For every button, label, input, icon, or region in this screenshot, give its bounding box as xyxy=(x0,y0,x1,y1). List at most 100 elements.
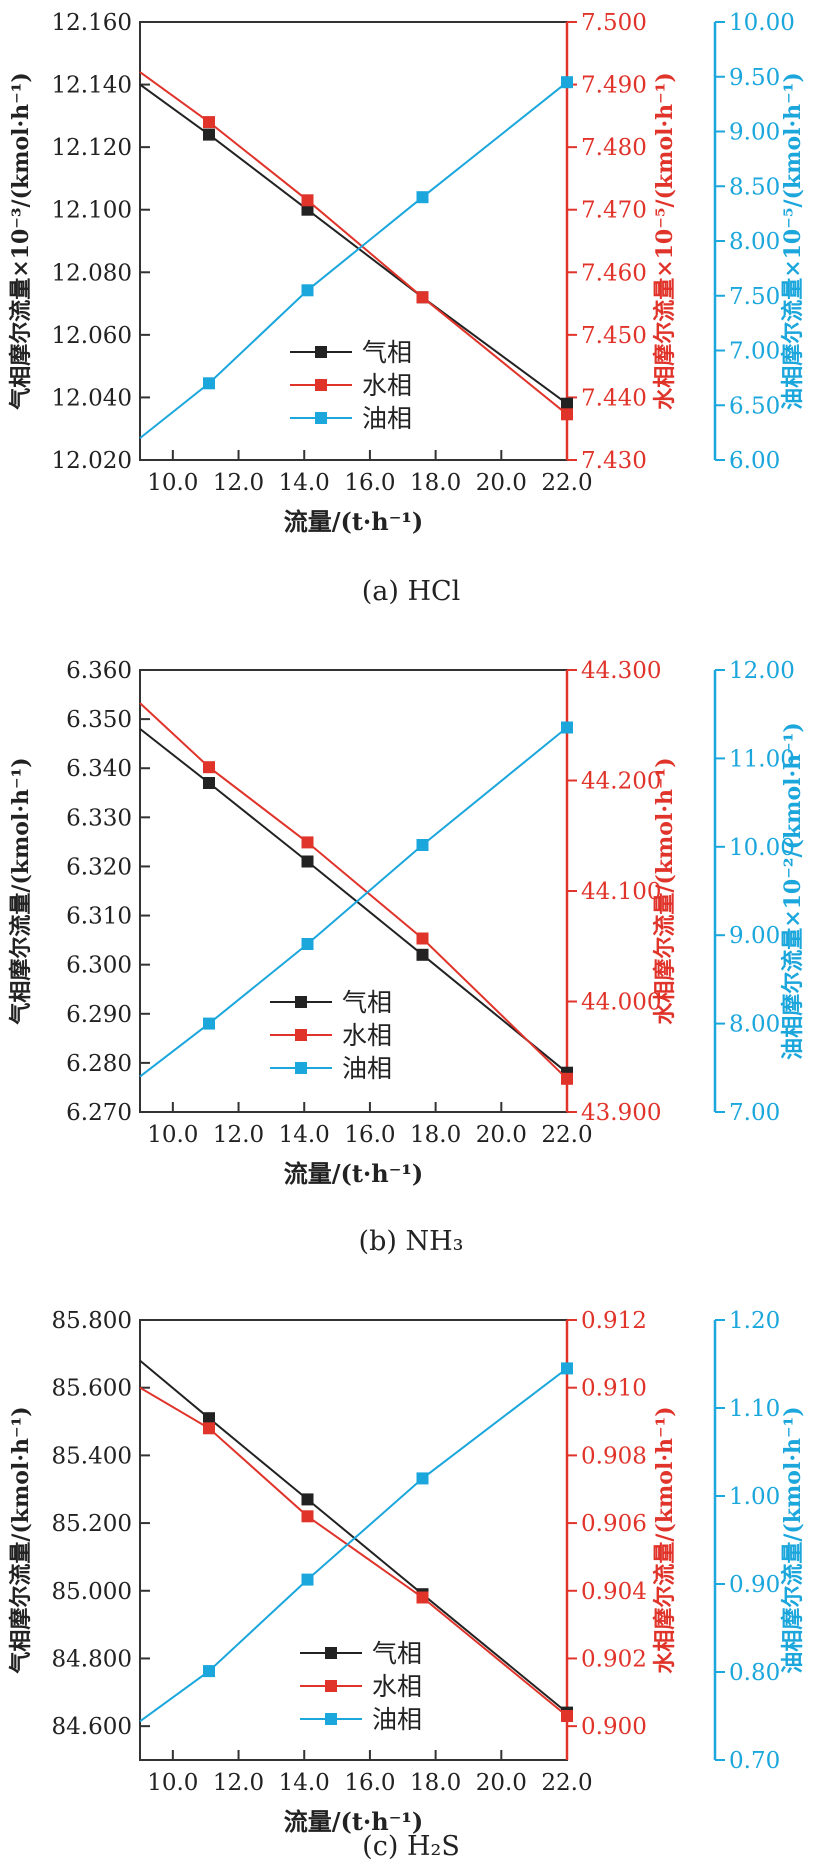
series-3-point xyxy=(301,284,314,297)
legend-marker-3 xyxy=(315,412,327,424)
left-tick-label: 6.290 xyxy=(66,1002,132,1028)
legend-marker-2 xyxy=(295,1029,307,1041)
left-tick-label: 6.300 xyxy=(66,953,132,979)
left-tick-label: 6.270 xyxy=(66,1100,132,1126)
x-tick-label: 14.0 xyxy=(279,470,330,496)
series-3-point xyxy=(416,191,429,204)
series-1-point xyxy=(203,1412,215,1425)
legend-marker-1 xyxy=(295,996,307,1008)
x-axis-label: 流量/(t·h⁻¹) xyxy=(284,507,424,536)
right-tick-label: 7.460 xyxy=(581,260,647,286)
series-2-point xyxy=(561,408,573,421)
left-tick-label: 6.330 xyxy=(66,805,132,831)
x-tick-label: 20.0 xyxy=(476,470,527,496)
series-3-point xyxy=(561,76,573,89)
x-tick-label: 14.0 xyxy=(279,1770,330,1796)
far-tick-label: 0.90 xyxy=(729,1572,780,1598)
left-tick-label: 12.060 xyxy=(52,323,132,349)
left-tick-label: 85.400 xyxy=(52,1443,132,1469)
legend-label-2: 水相 xyxy=(362,371,412,400)
legend-label-1: 气相 xyxy=(342,988,392,1017)
x-tick-label: 22.0 xyxy=(541,1122,592,1148)
legend-marker-3 xyxy=(295,1062,307,1074)
series-2-point xyxy=(301,194,314,207)
right-tick-label: 44.100 xyxy=(581,879,661,905)
left-axis-label: 气相摩尔流量/(kmol·h⁻¹) xyxy=(8,1406,34,1674)
series-1-point xyxy=(301,855,314,868)
left-tick-label: 12.100 xyxy=(52,198,132,224)
right-tick-label: 7.480 xyxy=(581,135,647,161)
legend-label-1: 气相 xyxy=(362,338,412,367)
legend-marker-2 xyxy=(315,379,327,391)
left-tick-label: 6.340 xyxy=(66,756,132,782)
far-axis-label: 油相摩尔流量/(kmol·h⁻¹) xyxy=(780,1406,806,1673)
series-3-point xyxy=(561,721,573,734)
series-1-point xyxy=(416,948,429,961)
left-tick-label: 12.080 xyxy=(52,260,132,286)
x-tick-label: 12.0 xyxy=(213,470,264,496)
far-tick-label: 6.50 xyxy=(729,393,780,419)
far-tick-label: 8.00 xyxy=(729,1012,780,1038)
right-tick-label: 7.470 xyxy=(581,198,647,224)
series-2-point xyxy=(203,761,215,774)
series-3-point xyxy=(561,1362,573,1375)
x-tick-label: 12.0 xyxy=(213,1770,264,1796)
right-tick-label: 0.904 xyxy=(581,1579,647,1605)
left-tick-label: 6.310 xyxy=(66,904,132,930)
series-2-point xyxy=(416,291,429,304)
far-tick-label: 12.00 xyxy=(729,658,795,684)
x-tick-label: 22.0 xyxy=(541,1770,592,1796)
legend-marker-2 xyxy=(325,1680,337,1692)
legend-marker-3 xyxy=(325,1713,337,1725)
right-tick-label: 0.908 xyxy=(581,1443,647,1469)
series-2-point xyxy=(416,932,429,945)
legend-marker-1 xyxy=(315,346,327,358)
series-3-point xyxy=(203,377,215,390)
right-tick-label: 0.906 xyxy=(581,1511,647,1537)
x-tick-label: 18.0 xyxy=(410,1770,461,1796)
far-tick-label: 11.00 xyxy=(729,746,795,772)
legend-label-3: 油相 xyxy=(342,1054,392,1083)
panel-caption: (b) NH₃ xyxy=(359,1226,464,1257)
left-axis-label: 气相摩尔流量/(kmol·h⁻¹) xyxy=(8,757,34,1025)
x-tick-label: 10.0 xyxy=(147,470,198,496)
series-2-point xyxy=(301,836,314,849)
x-tick-label: 18.0 xyxy=(410,1122,461,1148)
right-tick-label: 7.490 xyxy=(581,73,647,99)
right-tick-label: 7.500 xyxy=(581,10,647,36)
legend-marker-1 xyxy=(325,1647,337,1659)
x-tick-label: 16.0 xyxy=(344,1122,395,1148)
series-2-point xyxy=(561,1710,573,1722)
left-tick-label: 85.200 xyxy=(52,1511,132,1537)
left-tick-label: 85.800 xyxy=(52,1308,132,1334)
legend-label-3: 油相 xyxy=(362,404,412,433)
right-tick-label: 7.430 xyxy=(581,448,647,474)
left-tick-label: 6.350 xyxy=(66,707,132,733)
far-axis-label: 油相摩尔流量×10⁻²/(kmol·h⁻¹) xyxy=(780,722,806,1060)
right-tick-label: 0.910 xyxy=(581,1376,647,1402)
series-3-point xyxy=(203,1017,215,1030)
x-tick-label: 10.0 xyxy=(147,1122,198,1148)
left-tick-label: 6.360 xyxy=(66,658,132,684)
far-tick-label: 8.00 xyxy=(729,229,780,255)
series-1-point xyxy=(203,777,215,789)
left-tick-label: 85.000 xyxy=(52,1579,132,1605)
left-tick-label: 84.600 xyxy=(52,1714,132,1740)
series-3-point xyxy=(416,1472,429,1485)
far-tick-label: 10.00 xyxy=(729,10,795,36)
legend-label-2: 水相 xyxy=(342,1021,392,1050)
right-tick-label: 0.912 xyxy=(581,1308,647,1334)
x-tick-label: 22.0 xyxy=(541,470,592,496)
right-tick-label: 44.200 xyxy=(581,769,661,795)
plot-frame xyxy=(139,21,568,461)
legend-label-1: 气相 xyxy=(372,1639,422,1668)
series-2-point xyxy=(301,1510,314,1523)
left-tick-label: 84.800 xyxy=(52,1646,132,1672)
x-tick-label: 20.0 xyxy=(476,1122,527,1148)
right-tick-label: 43.900 xyxy=(581,1100,661,1126)
far-tick-label: 1.00 xyxy=(729,1484,780,1510)
x-tick-label: 20.0 xyxy=(476,1770,527,1796)
